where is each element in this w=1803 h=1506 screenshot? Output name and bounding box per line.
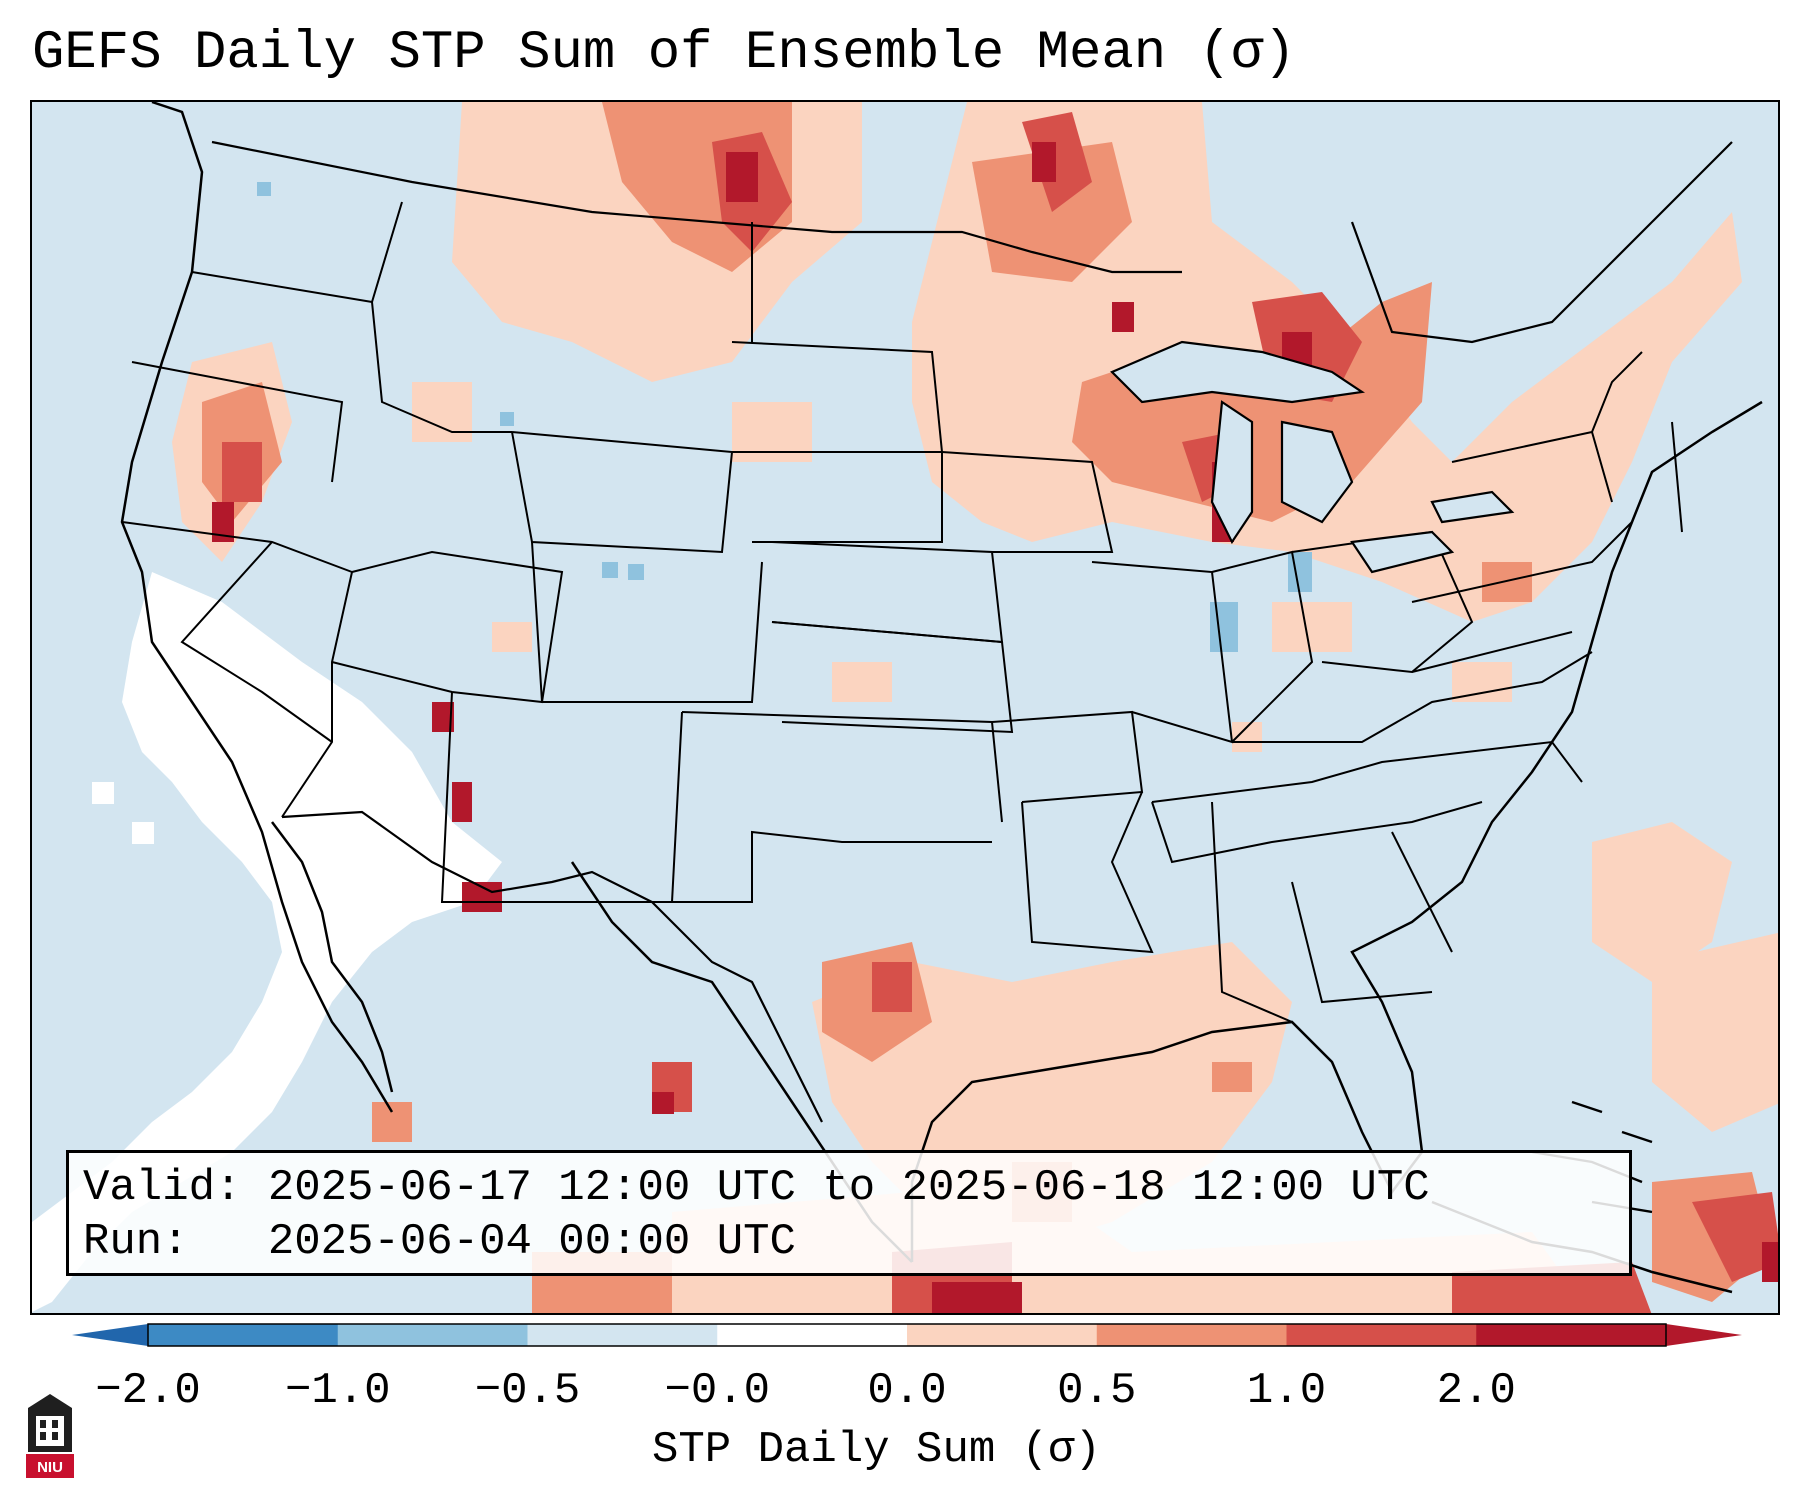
colorbar-outline [147, 1323, 1667, 1347]
colorbar-tick-label: 1.0 [1246, 1366, 1327, 1416]
colorbar-segment [527, 1324, 718, 1346]
conus-map [32, 102, 1778, 1313]
map-panel [30, 100, 1780, 1315]
near-zero-field [32, 572, 502, 1312]
valid-line: Valid: 2025-06-17 12:00 UTC to 2025-06-1… [83, 1161, 1629, 1215]
run-label: Run: [83, 1217, 189, 1267]
colorbar-segment [1286, 1324, 1477, 1346]
colorbar-segment [1476, 1324, 1667, 1346]
niu-logo: NIU [26, 1394, 74, 1478]
valid-run-info: Valid: 2025-06-17 12:00 UTC to 2025-06-1… [66, 1150, 1632, 1276]
colorbar-tick-label: 0.5 [1057, 1366, 1137, 1416]
valid-value: 2025-06-17 12:00 UTC to 2025-06-18 12:00… [267, 1163, 1430, 1213]
colorbar-tick-label: 0.0 [867, 1366, 947, 1416]
colorbar-segment [907, 1324, 1098, 1346]
colorbar-tick-label: −2.0 [95, 1366, 201, 1416]
anomaly-light [172, 102, 1778, 1313]
run-value: 2025-06-04 00:00 UTC [267, 1217, 796, 1267]
colorbar-segment [148, 1324, 339, 1346]
colorbar-segment [717, 1324, 908, 1346]
great-lakes [1110, 340, 1515, 574]
run-line: Run: 2025-06-04 00:00 UTC [83, 1215, 1629, 1269]
colorbar [72, 1323, 1742, 1347]
colorbar-segment [337, 1324, 528, 1346]
colorbar-tick-label: 2.0 [1436, 1366, 1516, 1416]
valid-label: Valid: [83, 1163, 242, 1213]
colorbar-tick-label: −1.0 [284, 1366, 391, 1416]
colorbar-segment [1096, 1324, 1287, 1346]
colorbar-label: STP Daily Sum (σ) [652, 1425, 1101, 1475]
colorbar-tick-label: −0.0 [664, 1366, 771, 1416]
logo-text: NIU [37, 1459, 63, 1476]
anomaly-negative [257, 182, 1312, 652]
colorbar-extend-high [1666, 1324, 1742, 1346]
colorbar-extend-low [72, 1324, 148, 1346]
international-borders [211, 140, 1733, 1123]
chart-title: GEFS Daily STP Sum of Ensemble Mean (σ) [32, 23, 1296, 84]
colorbar-tick-label: −0.5 [474, 1366, 581, 1416]
